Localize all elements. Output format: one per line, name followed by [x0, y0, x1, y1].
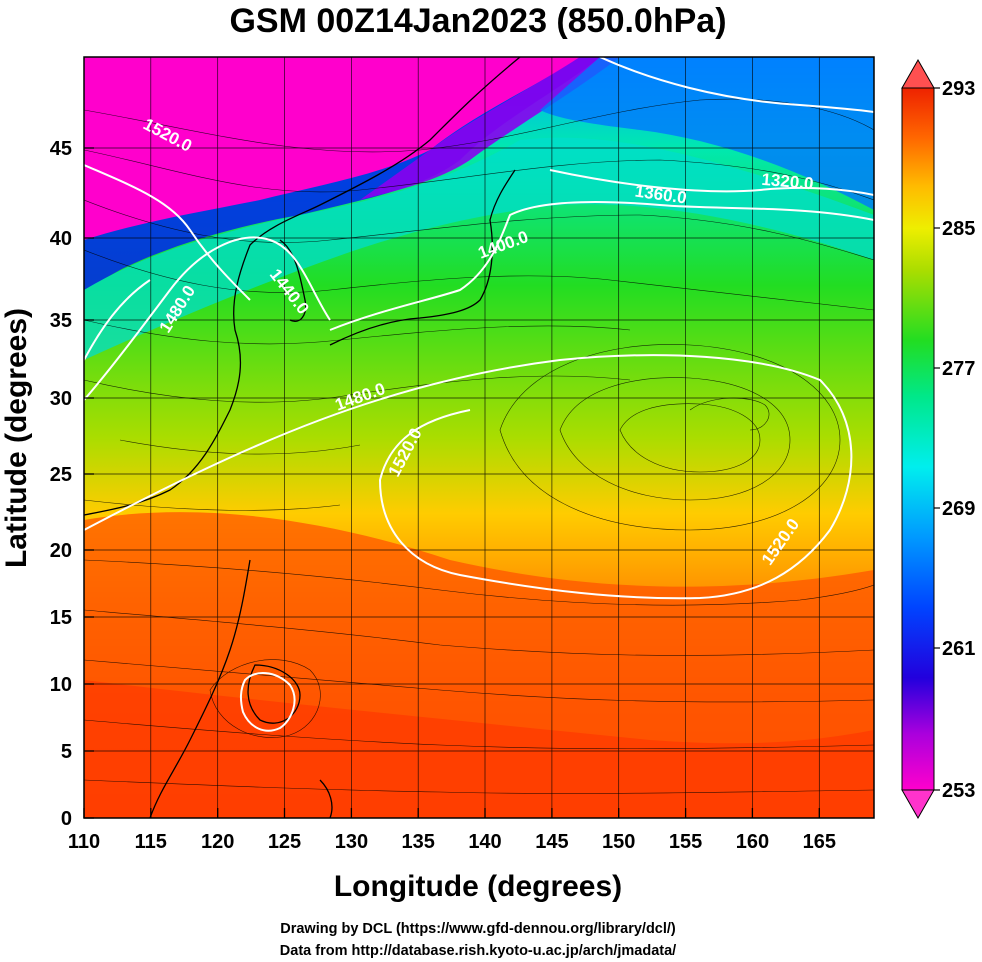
y-tick-label: 0 — [61, 808, 72, 830]
x-tick-label: 135 — [402, 831, 435, 853]
wind-streamlines — [84, 98, 874, 794]
map-title: GSM 00Z14Jan2023 (850.0hPa) — [229, 2, 726, 40]
drawing-credit: Drawing by DCL (https://www.gfd-dennou.o… — [280, 921, 676, 937]
colorbar-max-arrow — [901, 58, 935, 89]
colorbar-tick-label: 277 — [942, 358, 975, 380]
x-tick-label: 120 — [201, 831, 234, 853]
y-tick-labels: 0 5 10 15 20 25 30 35 40 45 — [50, 138, 72, 830]
colorbar-tick-label: 253 — [942, 780, 975, 802]
colorbar-gradient — [901, 87, 935, 791]
height-contours — [84, 57, 874, 732]
colorbar-tick-label: 293 — [942, 78, 975, 100]
y-tick-label: 30 — [50, 388, 72, 410]
x-tick-label: 115 — [135, 831, 167, 853]
y-tick-label: 35 — [50, 310, 72, 332]
purple-band — [360, 57, 620, 200]
x-tick-label: 160 — [736, 831, 769, 853]
y-axis — [84, 147, 94, 819]
y-tick-label: 40 — [50, 228, 72, 250]
x-tick-label: 165 — [803, 831, 836, 853]
y-axis-title: Latitude (degrees) — [0, 308, 33, 568]
y-tick-label: 15 — [50, 607, 72, 629]
x-tick-label: 155 — [669, 831, 702, 853]
contour-label: 1320.0 — [761, 170, 814, 193]
x-axis-title: Longitude (degrees) — [334, 870, 622, 903]
plot-area — [84, 57, 874, 818]
x-tick-label: 130 — [335, 831, 368, 853]
hot-equatorial-region — [84, 680, 874, 818]
cyan-band — [84, 137, 874, 360]
x-tick-label: 125 — [268, 831, 301, 853]
colorbar-tick-label: 261 — [942, 638, 975, 660]
y-tick-label: 10 — [50, 674, 72, 696]
y-tick-label: 5 — [61, 741, 72, 763]
x-tick-label: 150 — [602, 831, 635, 853]
y-tick-label: 20 — [50, 540, 72, 562]
x-tick-label: 140 — [468, 831, 501, 853]
colorbar: 293 285 277 269 261 253 — [901, 58, 975, 820]
data-source-credit: Data from http://database.rish.kyoto-u.a… — [280, 943, 676, 959]
very-cold-air-region — [84, 57, 580, 240]
plot-frame — [83, 56, 875, 819]
x-tick-labels: 110 115 120 125 130 135 140 145 150 155 … — [68, 831, 836, 853]
colorbar-tick-label: 269 — [942, 498, 975, 520]
colorbar-min-arrow — [901, 789, 935, 820]
y-tick-label: 45 — [50, 138, 72, 160]
northeast-cool-region — [540, 57, 874, 210]
x-tick-label: 110 — [68, 831, 100, 853]
y-tick-label: 25 — [50, 464, 72, 486]
colorbar-tick-label: 285 — [942, 218, 975, 240]
x-axis — [83, 808, 820, 818]
graticule — [84, 57, 874, 818]
x-tick-label: 145 — [535, 831, 568, 853]
